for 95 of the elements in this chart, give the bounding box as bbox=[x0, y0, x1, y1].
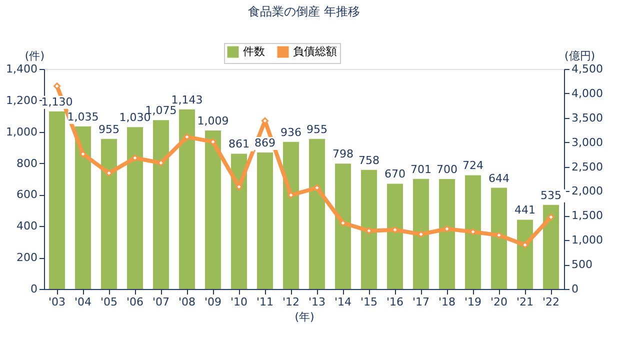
x-tick-label: '11 bbox=[256, 296, 274, 308]
x-tick-label: '12 bbox=[282, 296, 300, 308]
bar bbox=[75, 126, 91, 289]
bar bbox=[465, 175, 481, 289]
point bbox=[444, 225, 450, 232]
data-label: 798 bbox=[332, 148, 354, 161]
y-tick-label: 0 bbox=[30, 282, 38, 296]
bar bbox=[205, 130, 221, 289]
y2-axis-title: (億円) bbox=[564, 50, 596, 62]
y2-tick-label: 1,000 bbox=[572, 234, 603, 247]
point bbox=[132, 154, 138, 162]
bar bbox=[127, 127, 143, 289]
data-label: 724 bbox=[462, 159, 484, 172]
x-tick-label: '03 bbox=[48, 296, 66, 308]
data-label: 1,143 bbox=[171, 93, 203, 106]
y2-tick-label: 500 bbox=[572, 258, 592, 272]
data-label: 955 bbox=[98, 122, 120, 136]
y2-tick-label: 4,000 bbox=[572, 86, 603, 100]
x-tick-label: '19 bbox=[464, 296, 482, 308]
bar bbox=[153, 120, 169, 289]
data-label: 936 bbox=[280, 126, 302, 139]
bar bbox=[283, 142, 299, 289]
point bbox=[548, 214, 554, 221]
bar bbox=[179, 109, 195, 289]
legend-label: 負債総額 bbox=[293, 45, 337, 58]
y2-tick-label: 4,500 bbox=[572, 62, 603, 76]
point bbox=[184, 133, 190, 140]
x-axis-title: (年) bbox=[294, 310, 314, 324]
bar bbox=[491, 188, 507, 289]
x-tick-label: '10 bbox=[230, 296, 248, 308]
x-tick-label: '04 bbox=[74, 296, 92, 308]
bar bbox=[439, 179, 455, 289]
y-tick-label: 200 bbox=[16, 251, 38, 264]
data-label: 670 bbox=[384, 168, 406, 181]
point bbox=[314, 184, 320, 192]
point bbox=[80, 150, 86, 158]
x-tick-label: '08 bbox=[178, 296, 196, 308]
bar bbox=[387, 184, 403, 289]
y2-tick-label: 3,500 bbox=[572, 111, 603, 124]
x-tick-label: '21 bbox=[516, 296, 534, 308]
y-tick-label: 400 bbox=[16, 220, 38, 233]
data-label: 441 bbox=[514, 204, 536, 217]
point bbox=[288, 192, 294, 199]
x-tick-label: '15 bbox=[360, 296, 378, 308]
y-tick-label: 1,400 bbox=[6, 62, 38, 76]
data-label: 644 bbox=[488, 172, 510, 185]
y-tick-label: 1,200 bbox=[6, 94, 38, 107]
point bbox=[340, 220, 346, 226]
bar bbox=[543, 204, 559, 289]
x-tick-label: '13 bbox=[308, 296, 326, 308]
x-tick-label: '14 bbox=[334, 296, 352, 308]
x-tick-label: '16 bbox=[386, 296, 404, 308]
chart-title: 食品業の倒産 年推移 bbox=[248, 4, 360, 18]
x-tick-label: '09 bbox=[204, 296, 222, 308]
bar bbox=[101, 138, 117, 289]
y-axis-title: (件) bbox=[24, 50, 44, 62]
data-label: 535 bbox=[540, 188, 562, 202]
legend-label: 件数 bbox=[243, 45, 265, 58]
data-label: 758 bbox=[358, 154, 380, 167]
data-label: 1,035 bbox=[67, 110, 99, 124]
data-label: 700 bbox=[436, 163, 458, 176]
point bbox=[54, 82, 60, 90]
bar bbox=[257, 152, 273, 289]
y2-tick-label: 0 bbox=[572, 282, 578, 296]
data-label: 1,130 bbox=[41, 95, 73, 108]
y2-tick-label: 2,000 bbox=[572, 184, 603, 198]
bar bbox=[335, 164, 351, 289]
y-tick-label: 1,000 bbox=[6, 125, 38, 138]
x-tick-label: '18 bbox=[438, 296, 456, 308]
bar bbox=[413, 178, 429, 289]
data-label: 869 bbox=[254, 136, 276, 150]
x-tick-label: '22 bbox=[542, 296, 560, 308]
bar bbox=[361, 170, 377, 289]
bar bbox=[309, 138, 325, 289]
x-tick-label: '05 bbox=[100, 296, 118, 308]
x-tick-label: '17 bbox=[412, 296, 430, 308]
data-label: 861 bbox=[228, 138, 250, 151]
point bbox=[106, 170, 112, 177]
bar bbox=[231, 154, 247, 289]
x-tick-label: '06 bbox=[126, 296, 144, 308]
bar bbox=[49, 111, 65, 289]
x-tick-label: '20 bbox=[490, 296, 508, 308]
bar bbox=[517, 220, 533, 289]
point bbox=[210, 138, 216, 146]
point bbox=[522, 242, 528, 248]
data-label: 701 bbox=[410, 162, 432, 176]
y2-tick-label: 1,500 bbox=[572, 209, 603, 222]
y2-tick-label: 2,500 bbox=[572, 160, 603, 174]
data-label: 1,009 bbox=[197, 114, 229, 128]
y-tick-label: 600 bbox=[16, 188, 38, 202]
y-tick-label: 800 bbox=[16, 156, 38, 170]
x-tick-label: '07 bbox=[152, 296, 170, 308]
point bbox=[418, 230, 424, 238]
y2-tick-label: 3,000 bbox=[572, 136, 603, 149]
data-label: 955 bbox=[306, 122, 328, 136]
